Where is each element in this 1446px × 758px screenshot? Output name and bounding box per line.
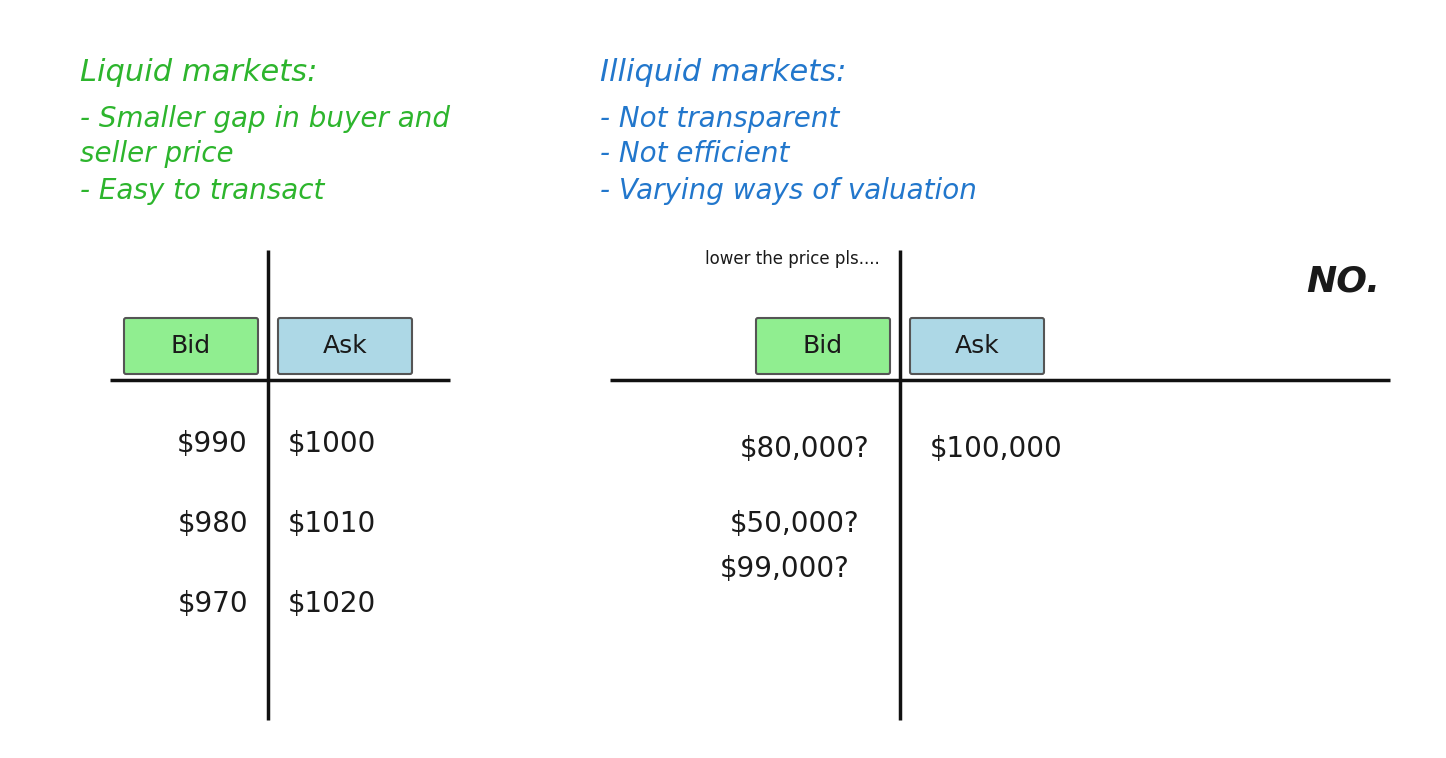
Text: - Varying ways of valuation: - Varying ways of valuation [600,177,977,205]
Text: Ask: Ask [954,334,999,358]
Text: $80,000?: $80,000? [740,435,870,463]
Text: - Not transparent: - Not transparent [600,105,839,133]
Text: $980: $980 [178,510,249,538]
Text: $1010: $1010 [288,510,376,538]
Text: $970: $970 [178,590,249,618]
Text: Bid: Bid [171,334,211,358]
FancyBboxPatch shape [278,318,412,374]
Text: lower the price pls....: lower the price pls.... [706,250,881,268]
Text: Illiquid markets:: Illiquid markets: [600,58,846,87]
Text: - Easy to transact: - Easy to transact [80,177,324,205]
FancyBboxPatch shape [124,318,257,374]
Text: seller price: seller price [80,140,234,168]
Text: $99,000?: $99,000? [720,555,850,583]
Text: - Smaller gap in buyer and: - Smaller gap in buyer and [80,105,450,133]
Text: $1020: $1020 [288,590,376,618]
Text: Ask: Ask [322,334,367,358]
Text: - Not efficient: - Not efficient [600,140,790,168]
Text: $1000: $1000 [288,430,376,458]
Text: $100,000: $100,000 [930,435,1063,463]
FancyBboxPatch shape [756,318,889,374]
Text: Liquid markets:: Liquid markets: [80,58,317,87]
Text: Bid: Bid [803,334,843,358]
Text: $50,000?: $50,000? [730,510,860,538]
Text: $990: $990 [178,430,249,458]
FancyBboxPatch shape [910,318,1044,374]
Text: NO.: NO. [1306,264,1379,298]
